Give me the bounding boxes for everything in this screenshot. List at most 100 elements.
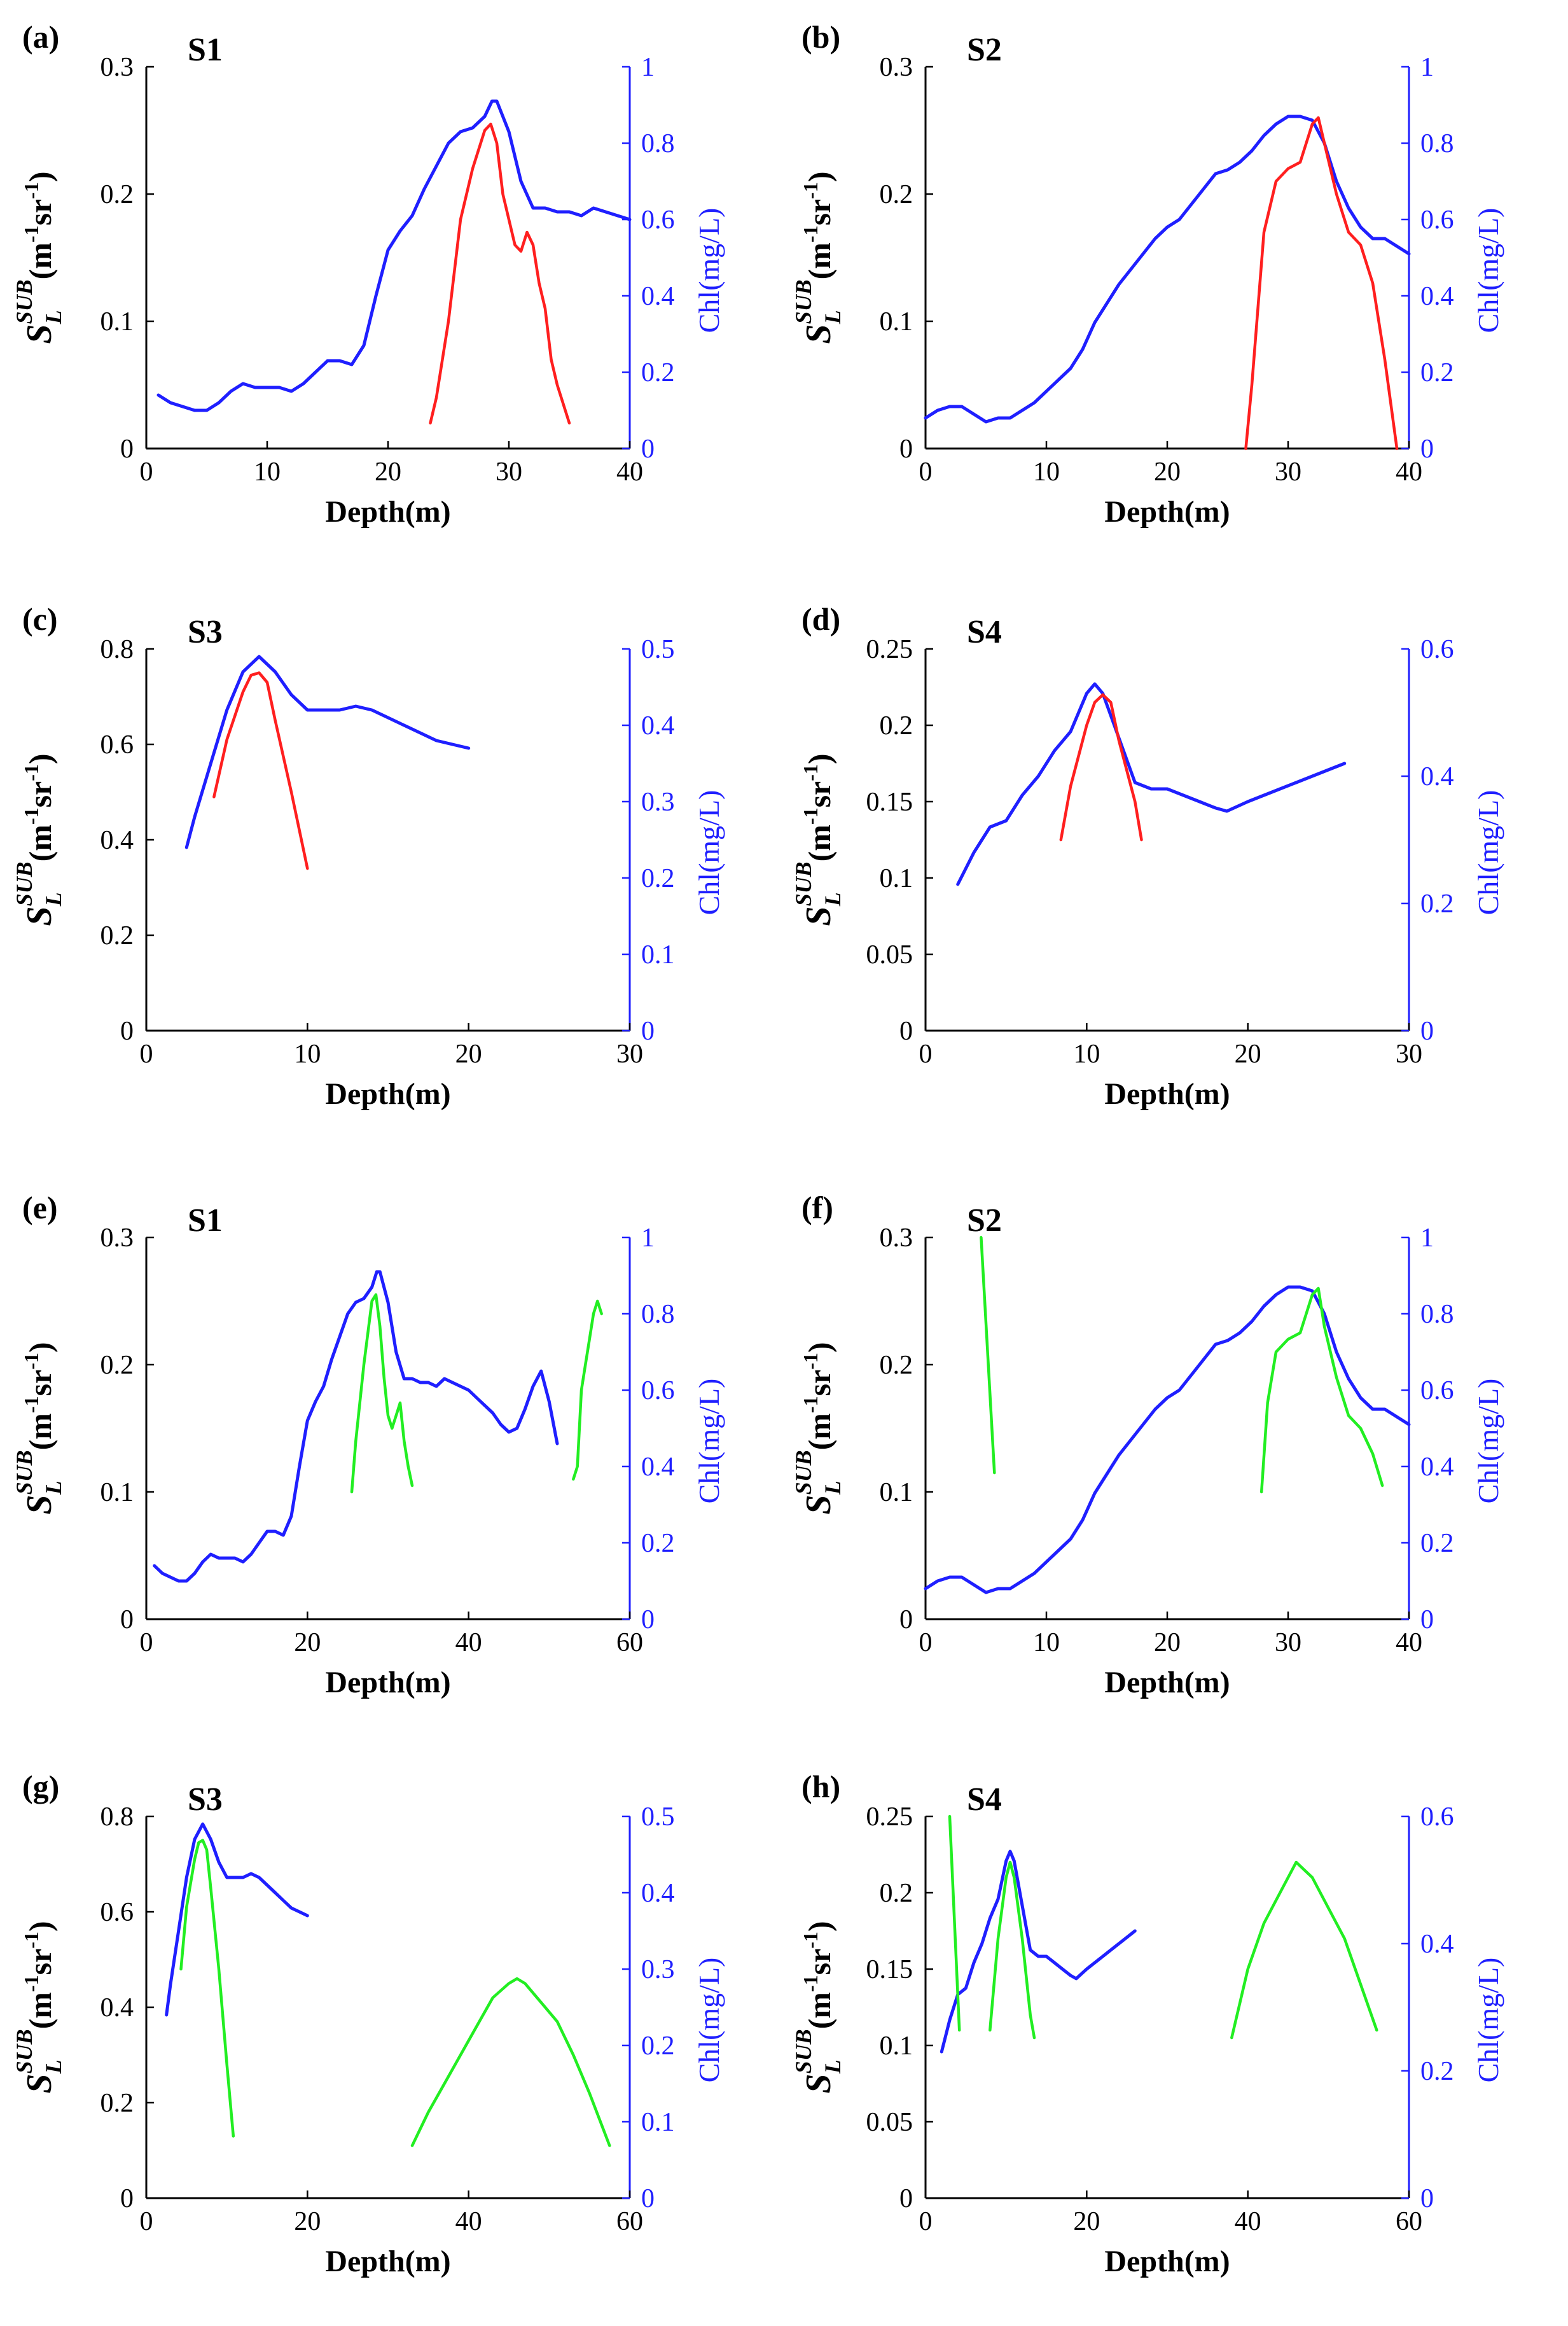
- left-tick-label: 0.2: [880, 180, 913, 209]
- panel-label: (a): [22, 19, 59, 55]
- left-tick-label: 0.05: [866, 2108, 913, 2137]
- left-tick-label: 0.4: [101, 826, 134, 855]
- x-tick-label: 40: [1396, 1628, 1422, 1657]
- left-axis-label: SLSUB(m-1sr-1): [11, 1342, 66, 1514]
- right-axis-label: Chl(mg/L): [1472, 790, 1504, 916]
- x-tick-label: 0: [919, 2207, 933, 2236]
- left-tick-label: 0: [120, 435, 134, 464]
- left-tick-label: 0.2: [880, 711, 913, 741]
- left-tick-label: 0: [120, 1017, 134, 1046]
- right-tick-label: 0.3: [641, 788, 675, 817]
- x-tick-label: 0: [919, 1628, 933, 1657]
- left-tick-label: 0.8: [101, 1802, 134, 1832]
- x-tick-label: 60: [1396, 2207, 1422, 2236]
- green-series-line: [350, 1293, 414, 1494]
- red-series-line: [1059, 693, 1143, 842]
- green-series-line: [410, 1977, 611, 2147]
- right-tick-label: 0: [641, 1605, 655, 1634]
- right-tick-label: 0.6: [1420, 205, 1454, 235]
- x-tick-label: 20: [294, 1628, 321, 1657]
- right-tick-label: 0.6: [641, 205, 675, 235]
- x-tick-label: 40: [455, 1628, 482, 1657]
- right-tick-label: 0.8: [641, 1300, 675, 1329]
- x-tick-label: 10: [254, 457, 281, 487]
- green-series-line: [572, 1299, 603, 1481]
- left-axis-label: SLSUB(m-1sr-1): [791, 753, 845, 926]
- panel-a: (a) S10 10 20 30 4000.10.20.300.20.40.60.81De…: [11, 19, 725, 529]
- red-series-line: [1244, 116, 1399, 450]
- right-tick-label: 0.6: [641, 1376, 675, 1405]
- x-tick-label: 20: [455, 1040, 482, 1069]
- panel-c: (c) S30 10 20 3000.20.40.60.800.10.20.30.40.…: [11, 601, 725, 1111]
- right-tick-label: 0.2: [641, 864, 675, 893]
- x-tick-label: 20: [1235, 1040, 1261, 1069]
- right-tick-label: 1: [1420, 1223, 1434, 1253]
- left-tick-label: 0.3: [101, 1223, 134, 1253]
- right-tick-label: 0.8: [1420, 129, 1454, 158]
- station-label: S2: [967, 1202, 1002, 1239]
- green-series-line: [1230, 1860, 1378, 2040]
- right-tick-label: 0.4: [1420, 762, 1454, 791]
- left-tick-label: 0.6: [101, 730, 134, 760]
- right-tick-label: 0.2: [1420, 889, 1454, 919]
- right-tick-label: 0.2: [1420, 2057, 1454, 2086]
- x-tick-label: 20: [1154, 457, 1181, 487]
- right-tick-label: 0.5: [641, 635, 675, 664]
- red-series-line: [212, 671, 309, 870]
- x-tick-label: 30: [1275, 1628, 1301, 1657]
- green-series-line: [989, 1860, 1036, 2040]
- right-tick-label: 0.2: [641, 358, 675, 387]
- x-axis-label: Depth(m): [325, 2245, 450, 2278]
- right-tick-label: 0.4: [641, 1879, 675, 1908]
- left-axis-label: SLSUB(m-1sr-1): [791, 171, 845, 344]
- x-tick-label: 30: [1275, 457, 1301, 487]
- x-tick-label: 30: [616, 1040, 643, 1069]
- left-tick-label: 0.2: [880, 1351, 913, 1380]
- left-axis-label: SLSUB(m-1sr-1): [791, 1921, 845, 2093]
- x-tick-label: 20: [294, 2207, 321, 2236]
- x-tick-label: 0: [140, 1040, 153, 1069]
- left-axis-label: SLSUB(m-1sr-1): [11, 171, 66, 344]
- blue-series-line: [940, 1849, 1137, 2054]
- right-tick-label: 0: [1420, 1017, 1434, 1046]
- blue-series-line: [956, 682, 1347, 886]
- station-label: S2: [967, 32, 1002, 68]
- left-tick-label: 0.8: [101, 635, 134, 664]
- x-tick-label: 0: [919, 457, 933, 487]
- right-tick-label: 0.6: [1420, 1802, 1454, 1832]
- right-tick-label: 0.4: [1420, 282, 1454, 311]
- panel-label: (c): [22, 601, 58, 637]
- left-tick-label: 0: [899, 1017, 913, 1046]
- right-tick-label: 0.8: [641, 129, 675, 158]
- station-label: S1: [188, 1202, 223, 1239]
- left-axis-label: SLSUB(m-1sr-1): [791, 1342, 845, 1514]
- right-tick-label: 0.3: [641, 1955, 675, 1984]
- panel-d: (d) S40 10 20 3000.050.10.150.20.2500.20.40.…: [791, 601, 1504, 1111]
- right-tick-label: 0.8: [1420, 1300, 1454, 1329]
- right-tick-label: 0.4: [641, 282, 675, 311]
- right-tick-label: 0: [1420, 2184, 1434, 2213]
- x-axis-label: Depth(m): [325, 495, 450, 529]
- panel-e: (e) S10 20 40 6000.10.20.300.20.40.60.81Dept…: [11, 1190, 725, 1699]
- panel-label: (f): [801, 1190, 833, 1225]
- x-tick-label: 10: [1033, 1628, 1060, 1657]
- x-tick-label: 0: [140, 2207, 153, 2236]
- right-tick-label: 0: [641, 1017, 655, 1046]
- panel-label: (e): [22, 1190, 58, 1225]
- left-tick-label: 0: [899, 1605, 913, 1634]
- x-axis-label: Depth(m): [325, 1666, 450, 1699]
- right-tick-label: 0.6: [1420, 1376, 1454, 1405]
- left-tick-label: 0: [120, 2184, 134, 2213]
- left-tick-label: 0: [899, 435, 913, 464]
- right-tick-label: 0.2: [641, 1529, 675, 1558]
- panel-label: (g): [22, 1769, 59, 1804]
- right-tick-label: 0.1: [641, 2108, 675, 2137]
- left-tick-label: 0.1: [880, 307, 913, 337]
- panel-label: (d): [801, 601, 840, 637]
- left-tick-label: 0.25: [866, 1802, 913, 1832]
- blue-series-line: [156, 99, 632, 412]
- right-axis-label: Chl(mg/L): [1472, 1958, 1504, 2083]
- right-tick-label: 1: [641, 53, 655, 82]
- blue-series-line: [165, 1822, 309, 2017]
